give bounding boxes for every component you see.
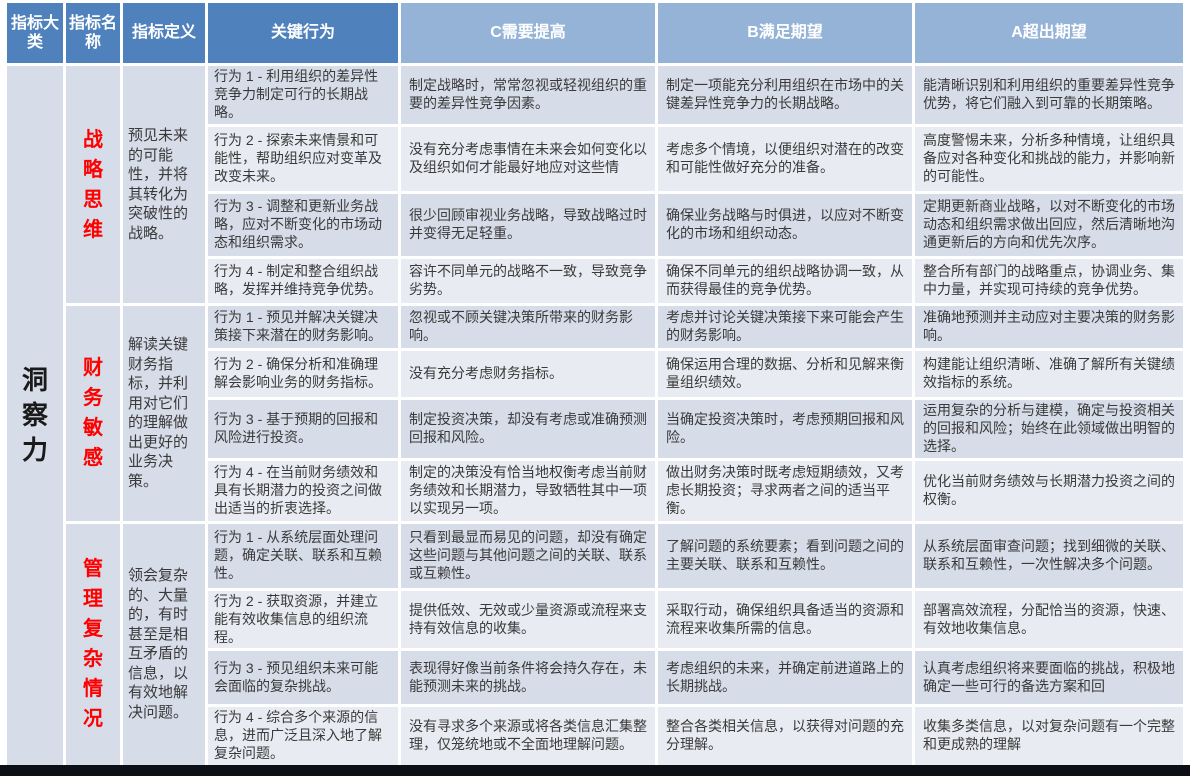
table-row: 行为 3 - 基于预期的回报和风险进行投资。 制定投资决策，却没有考虑或准确预测… bbox=[7, 400, 1183, 458]
behavior-cell: 行为 2 - 获取资源，并建立能有效收集信息的组织流程。 bbox=[208, 590, 398, 649]
behavior-cell: 行为 3 - 预见组织未来可能会面临的复杂挑战。 bbox=[208, 651, 398, 705]
level-c-cell: 制定战略时，常常忽视或轻视组织的重要的差异性竞争因素。 bbox=[401, 66, 655, 124]
level-b-cell: 做出财务决策时既考虑短期绩效，又考虑长期投资；寻求两者之间的适当平衡。 bbox=[658, 460, 912, 521]
level-a-cell: 认真考虑组织将来要面临的挑战，积极地确定一些可行的备选方案和回 bbox=[915, 651, 1183, 705]
bottom-accent-bar bbox=[0, 765, 1190, 776]
header-level-c: C需要提高 bbox=[401, 3, 655, 63]
level-b-cell: 采取行动，确保组织具备适当的资源和流程来收集所需的信息。 bbox=[658, 590, 912, 649]
level-a-cell: 运用复杂的分析与建模，确定与投资相关的回报和风险；始终在此领域做出明智的选择。 bbox=[915, 400, 1183, 458]
behavior-cell: 行为 3 - 基于预期的回报和风险进行投资。 bbox=[208, 400, 398, 458]
level-c-cell: 没有充分考虑财务指标。 bbox=[401, 351, 655, 397]
header-indicator-category: 指标大类 bbox=[7, 3, 63, 63]
level-c-cell: 制定的决策没有恰当地权衡考虑当前财务绩效和长期潜力，导致牺牲其中一项以实现另一项… bbox=[401, 460, 655, 521]
level-b-cell: 考虑多个情境，以便组织对潜在的改变和可能性做好充分的准备。 bbox=[658, 127, 912, 191]
level-b-cell: 考虑并讨论关键决策接下来可能会产生的财务影响。 bbox=[658, 306, 912, 348]
level-c-cell: 制定投资决策，却没有考虑或准确预测回报和风险。 bbox=[401, 400, 655, 458]
table-row: 行为 3 - 调整和更新业务战略，应对不断变化的市场动态和组织需求。 很少回顾审… bbox=[7, 194, 1183, 256]
header-row: 指标大类 指标名称 指标定义 关键行为 C需要提高 B满足期望 A超出期望 bbox=[7, 3, 1183, 63]
level-b-cell: 制定一项能充分利用组织在市场中的关键差异性竞争力的长期战略。 bbox=[658, 66, 912, 124]
level-c-cell: 容许不同单元的战略不一致，导致竞争劣势。 bbox=[401, 259, 655, 303]
table-row: 行为 3 - 预见组织未来可能会面临的复杂挑战。 表现得好像当前条件将会持久存在… bbox=[7, 651, 1183, 705]
table-row: 财务敏感 解读关键财务指标，并利用对它们的理解做出更好的业务决策。 行为 1 -… bbox=[7, 306, 1183, 521]
level-a-cell: 优化当前财务绩效与长期潜力投资之间的权衡。 bbox=[915, 460, 1183, 521]
level-c-cell: 没有充分考虑事情在未来会如何变化以及组织如何才能最好地应对这些情 bbox=[401, 127, 655, 191]
level-c-cell: 只看到最显而易见的问题，却没有确定这些问题与其他问题之间的关联、联系或互赖性。 bbox=[401, 523, 655, 588]
behavior-cell: 行为 2 - 探索未来情景和可能性，帮助组织应对变革及改变未来。 bbox=[208, 127, 398, 191]
group1-definition: 预见未来的可能性，并将其转化为突破性的战略。 bbox=[123, 66, 205, 303]
level-b-cell: 当确定投资决策时，考虑预期回报和风险。 bbox=[658, 400, 912, 458]
level-a-cell: 定期更新商业战略，以对不断变化的市场动态和组织需求做出回应，然后清晰地沟通更新后… bbox=[915, 194, 1183, 256]
behavior-cell: 行为 1 - 利用组织的差异性竞争力制定可行的长期战略。 bbox=[208, 66, 398, 124]
level-a-cell: 整合所有部门的战略重点，协调业务、集中力量，并实现可持续的竞争优势。 bbox=[915, 259, 1183, 303]
group3-definition: 领会复杂的、大量的，有时甚至是相互矛盾的信息，以有效地解决问题。 bbox=[123, 523, 205, 766]
header-level-a: A超出期望 bbox=[915, 3, 1183, 63]
table-row: 管理复杂情况 领会复杂的、大量的，有时甚至是相互矛盾的信息，以有效地解决问题。 … bbox=[7, 523, 1183, 766]
level-a-cell: 从系统层面审查问题；找到细微的关联、联系和互赖性，一次性解决多个问题。 bbox=[915, 523, 1183, 588]
level-a-cell: 收集多类信息，以对复杂问题有一个完整和更成熟的理解 bbox=[915, 707, 1183, 766]
level-c-cell: 忽视或不顾关键决策所带来的财务影响。 bbox=[401, 306, 655, 348]
header-level-b: B满足期望 bbox=[658, 3, 912, 63]
level-a-cell: 准确地预测并主动应对主要决策的财务影响。 bbox=[915, 306, 1183, 348]
group2-name: 财务敏感 bbox=[66, 306, 120, 521]
behavior-cell: 行为 3 - 调整和更新业务战略，应对不断变化的市场动态和组织需求。 bbox=[208, 194, 398, 256]
table-row: 行为 2 - 探索未来情景和可能性，帮助组织应对变革及改变未来。 没有充分考虑事… bbox=[7, 127, 1183, 191]
level-b-cell: 确保运用合理的数据、分析和见解来衡量组织绩效。 bbox=[658, 351, 912, 397]
level-a-cell: 高度警惕未来，分析多种情境，让组织具备应对各种变化和挑战的能力，并影响新的可能性… bbox=[915, 127, 1183, 191]
group3-name: 管理复杂情况 bbox=[66, 523, 120, 766]
level-b-cell: 考虑组织的未来，并确定前进道路上的长期挑战。 bbox=[658, 651, 912, 705]
level-b-cell: 确保业务战略与时俱进，以应对不断变化的市场和组织动态。 bbox=[658, 194, 912, 256]
level-b-cell: 确保不同单元的组织战略协调一致，从而获得最佳的竞争优势。 bbox=[658, 259, 912, 303]
level-c-cell: 没有寻求多个来源或将各类信息汇集整理，仅笼统地或不全面地理解问题。 bbox=[401, 707, 655, 766]
header-indicator-definition: 指标定义 bbox=[123, 3, 205, 63]
level-b-cell: 整合各类相关信息，以获得对问题的充分理解。 bbox=[658, 707, 912, 766]
level-a-cell: 构建能让组织清晰、准确了解所有关键绩效指标的系统。 bbox=[915, 351, 1183, 397]
level-c-cell: 提供低效、无效或少量资源或流程来支持有效信息的收集。 bbox=[401, 590, 655, 649]
level-c-cell: 表现得好像当前条件将会持久存在，未能预测未来的挑战。 bbox=[401, 651, 655, 705]
behavior-cell: 行为 1 - 从系统层面处理问题，确定关联、联系和互赖性。 bbox=[208, 523, 398, 588]
level-c-cell: 很少回顾审视业务战略，导致战略过时并变得无足轻重。 bbox=[401, 194, 655, 256]
group1-name: 战略思维 bbox=[66, 66, 120, 303]
table-row: 行为 4 - 在当前财务绩效和具有长期潜力的投资之间做出适当的折衷选择。 制定的… bbox=[7, 460, 1183, 521]
level-a-cell: 能清晰识别和利用组织的重要差异性竞争优势，将它们融入到可靠的长期策略。 bbox=[915, 66, 1183, 124]
header-indicator-name: 指标名称 bbox=[66, 3, 120, 63]
header-key-behavior: 关键行为 bbox=[208, 3, 398, 63]
table-row: 行为 4 - 综合多个来源的信息，进而广泛且深入地了解复杂问题。 没有寻求多个来… bbox=[7, 707, 1183, 766]
behavior-cell: 行为 4 - 综合多个来源的信息，进而广泛且深入地了解复杂问题。 bbox=[208, 707, 398, 766]
group2-definition: 解读关键财务指标，并利用对它们的理解做出更好的业务决策。 bbox=[123, 306, 205, 521]
level-a-cell: 部署高效流程，分配恰当的资源，快速、有效地收集信息。 bbox=[915, 590, 1183, 649]
behavior-cell: 行为 1 - 预见并解决关键决策接下来潜在的财务影响。 bbox=[208, 306, 398, 348]
table-row: 行为 4 - 制定和整合组织战略，发挥并维持竞争优势。 容许不同单元的战略不一致… bbox=[7, 259, 1183, 303]
table-row: 行为 2 - 获取资源，并建立能有效收集信息的组织流程。 提供低效、无效或少量资… bbox=[7, 590, 1183, 649]
category-cell: 洞察力 bbox=[7, 66, 63, 766]
table-row: 行为 2 - 确保分析和准确理解会影响业务的财务指标。 没有充分考虑财务指标。 … bbox=[7, 351, 1183, 397]
level-b-cell: 了解问题的系统要素；看到问题之间的主要关联、联系和互赖性。 bbox=[658, 523, 912, 588]
competency-table: 指标大类 指标名称 指标定义 关键行为 C需要提高 B满足期望 A超出期望 洞察… bbox=[4, 0, 1186, 768]
behavior-cell: 行为 4 - 在当前财务绩效和具有长期潜力的投资之间做出适当的折衷选择。 bbox=[208, 460, 398, 521]
behavior-cell: 行为 2 - 确保分析和准确理解会影响业务的财务指标。 bbox=[208, 351, 398, 397]
table-row: 洞察力 战略思维 预见未来的可能性，并将其转化为突破性的战略。 行为 1 - 利… bbox=[7, 66, 1183, 766]
behavior-cell: 行为 4 - 制定和整合组织战略，发挥并维持竞争优势。 bbox=[208, 259, 398, 303]
